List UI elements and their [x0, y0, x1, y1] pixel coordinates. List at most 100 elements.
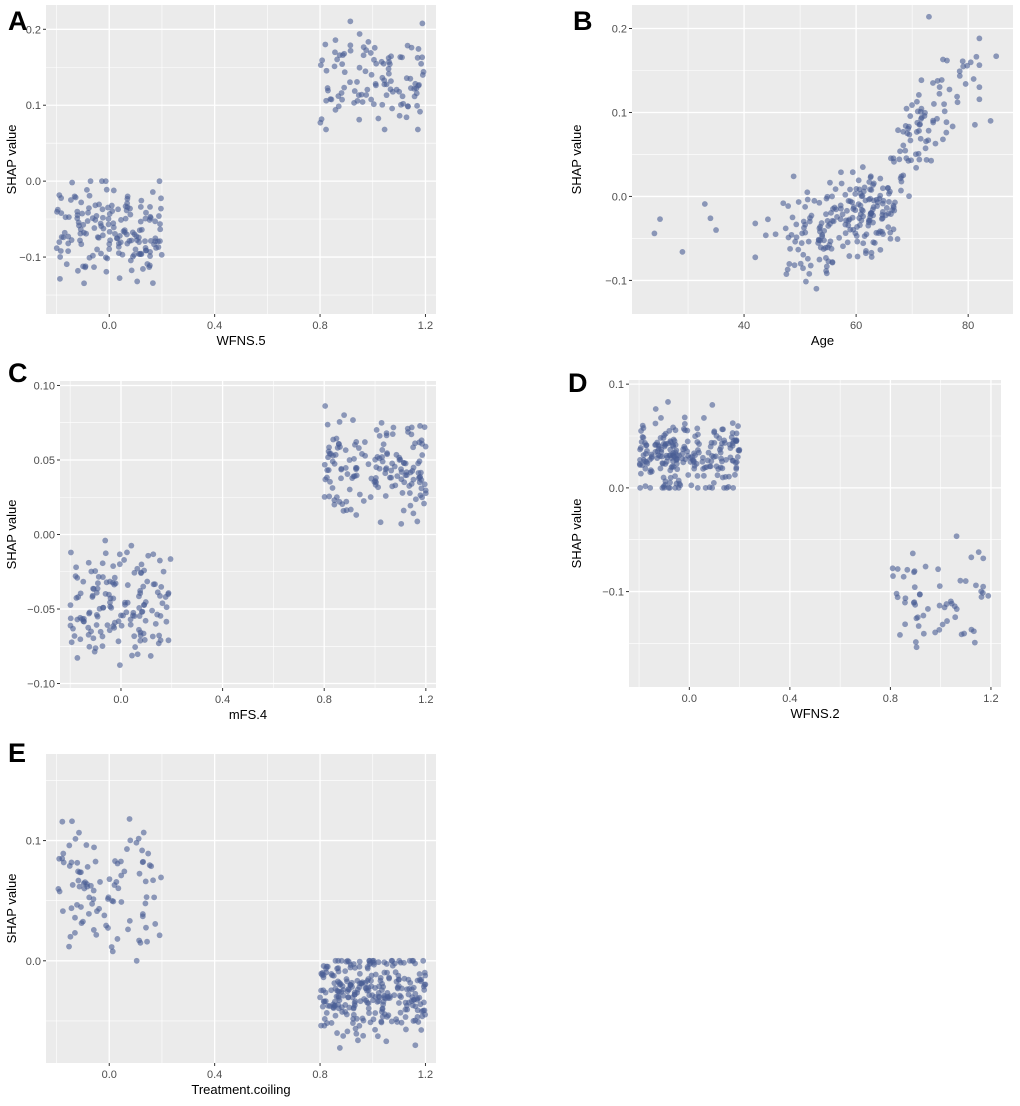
data-point	[332, 985, 339, 992]
data-point	[403, 114, 410, 121]
data-point	[122, 215, 129, 222]
data-point	[795, 246, 802, 253]
data-point	[407, 979, 414, 986]
data-point	[100, 574, 106, 580]
data-point	[410, 510, 417, 517]
data-point	[855, 177, 862, 184]
data-point	[158, 583, 165, 590]
panel-letter: E	[8, 738, 27, 768]
data-point	[158, 195, 164, 202]
data-point	[65, 240, 72, 247]
data-point	[672, 473, 678, 480]
data-point	[804, 196, 811, 203]
data-point	[891, 207, 898, 214]
plot-background	[46, 754, 436, 1063]
data-point	[137, 218, 144, 225]
data-point	[138, 561, 145, 568]
data-point	[790, 173, 797, 180]
data-point	[854, 238, 861, 245]
data-point	[780, 200, 787, 207]
y-tick-label: −0.1	[19, 252, 41, 264]
data-point	[56, 192, 63, 199]
data-point	[389, 431, 396, 438]
data-point	[139, 847, 145, 854]
data-point	[76, 883, 83, 890]
data-point	[139, 859, 146, 866]
data-point	[91, 264, 97, 271]
data-point	[362, 68, 369, 75]
data-point	[859, 207, 866, 214]
data-point	[80, 615, 87, 622]
panel-letter: A	[8, 6, 28, 36]
data-point	[356, 64, 363, 71]
data-point	[360, 52, 367, 59]
data-point	[116, 561, 123, 568]
data-point	[421, 987, 428, 993]
data-point	[900, 142, 907, 149]
data-point	[317, 994, 323, 1001]
data-point	[318, 1022, 324, 1029]
data-point	[389, 962, 396, 969]
data-point	[376, 465, 383, 472]
data-point	[153, 244, 159, 251]
data-point	[124, 200, 131, 207]
data-point	[381, 126, 388, 133]
data-point	[155, 640, 162, 647]
data-point	[897, 632, 903, 638]
data-point	[88, 628, 94, 635]
data-point	[341, 69, 348, 76]
data-point	[410, 464, 417, 471]
data-point	[380, 60, 387, 67]
data-point	[75, 219, 82, 226]
data-point	[985, 592, 992, 599]
data-point	[103, 268, 110, 275]
data-point	[401, 959, 407, 966]
data-point	[967, 59, 974, 66]
data-point	[158, 874, 164, 881]
data-point	[411, 996, 417, 1003]
data-point	[867, 174, 874, 181]
data-point	[330, 972, 337, 979]
data-point	[807, 262, 814, 269]
data-point	[137, 587, 144, 594]
data-point	[896, 156, 903, 163]
data-point	[80, 221, 87, 228]
data-point	[957, 577, 964, 584]
data-point	[934, 77, 941, 84]
x-tick-label: 0.4	[782, 693, 797, 705]
data-point	[914, 119, 921, 126]
data-point	[380, 441, 387, 448]
data-point	[385, 70, 392, 77]
data-point	[375, 115, 382, 122]
data-point	[887, 235, 894, 242]
data-point	[941, 101, 947, 108]
data-point	[887, 229, 894, 236]
scatter-chart-b: 40 60 80 −0.1 0.0 0.1 0.2 Age SHAP value	[569, 5, 1013, 348]
data-point	[158, 251, 165, 258]
data-point	[321, 461, 328, 468]
y-tick-label: 0.00	[34, 530, 55, 542]
data-point	[95, 573, 102, 580]
data-point	[399, 93, 406, 100]
data-point	[878, 216, 885, 222]
data-point	[144, 938, 150, 945]
data-point	[339, 1009, 346, 1015]
data-point	[953, 533, 960, 540]
data-point	[339, 61, 346, 67]
panel-c: C 0.0 0.4 0.8 1.2 −0.10 −0.05 0.00 0.05 0.10 mFS.…	[0, 356, 440, 728]
data-point	[836, 234, 843, 241]
data-point	[975, 549, 982, 556]
data-point	[134, 651, 141, 658]
data-point	[784, 266, 791, 273]
data-point	[416, 971, 423, 977]
data-point	[321, 494, 328, 500]
data-point	[713, 463, 720, 470]
x-tick-label: 0.4	[215, 694, 230, 706]
data-point	[383, 92, 390, 99]
data-point	[91, 225, 98, 231]
data-point	[364, 86, 371, 93]
data-point	[396, 112, 403, 119]
data-point	[823, 267, 830, 274]
data-point	[101, 912, 108, 919]
x-tick-label: 0.0	[102, 320, 117, 332]
